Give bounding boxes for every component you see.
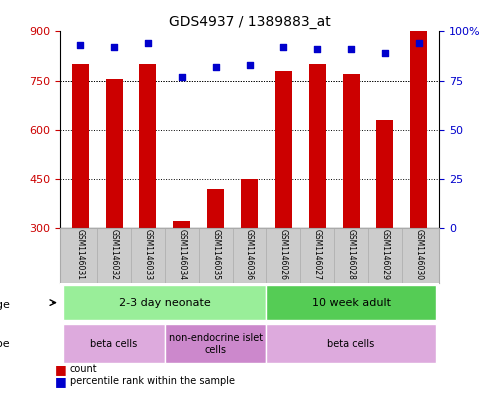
Point xyxy=(76,42,84,48)
Text: non-endocrine islet
cells: non-endocrine islet cells xyxy=(169,333,262,354)
Text: count: count xyxy=(70,364,97,375)
Bar xyxy=(72,64,89,326)
Point xyxy=(212,64,220,70)
Text: GSM1146031: GSM1146031 xyxy=(76,229,85,280)
Text: GSM1146033: GSM1146033 xyxy=(143,229,152,280)
Point xyxy=(415,40,423,46)
Bar xyxy=(376,120,393,326)
Text: percentile rank within the sample: percentile rank within the sample xyxy=(70,376,235,386)
Text: GSM1146027: GSM1146027 xyxy=(313,229,322,280)
Text: GSM1146028: GSM1146028 xyxy=(347,229,356,280)
Bar xyxy=(309,64,326,326)
Text: 2-3 day neonate: 2-3 day neonate xyxy=(119,298,211,308)
Text: GSM1146035: GSM1146035 xyxy=(211,229,220,280)
Point xyxy=(381,50,389,56)
FancyBboxPatch shape xyxy=(63,285,266,320)
Title: GDS4937 / 1389883_at: GDS4937 / 1389883_at xyxy=(169,15,330,29)
Point xyxy=(178,73,186,80)
Text: 10 week adult: 10 week adult xyxy=(311,298,391,308)
Bar xyxy=(410,31,427,326)
FancyBboxPatch shape xyxy=(266,325,436,363)
Text: GSM1146029: GSM1146029 xyxy=(380,229,389,280)
Point xyxy=(144,40,152,46)
Point xyxy=(347,46,355,52)
Point xyxy=(246,62,253,68)
Bar xyxy=(343,74,360,326)
Bar xyxy=(241,180,258,326)
Text: GSM1146032: GSM1146032 xyxy=(110,229,119,280)
Text: ■: ■ xyxy=(55,363,67,376)
Text: GSM1146030: GSM1146030 xyxy=(414,229,423,280)
Bar xyxy=(207,189,224,326)
Text: GSM1146026: GSM1146026 xyxy=(279,229,288,280)
Text: ■: ■ xyxy=(55,375,67,388)
Text: GSM1146034: GSM1146034 xyxy=(177,229,186,280)
Text: age: age xyxy=(0,299,10,310)
FancyBboxPatch shape xyxy=(63,325,165,363)
Bar xyxy=(139,64,156,326)
Bar xyxy=(173,221,190,326)
FancyBboxPatch shape xyxy=(266,285,436,320)
Text: beta cells: beta cells xyxy=(90,339,138,349)
FancyBboxPatch shape xyxy=(165,325,266,363)
Text: GSM1146036: GSM1146036 xyxy=(245,229,254,280)
Text: cell type: cell type xyxy=(0,339,10,349)
Point xyxy=(313,46,321,52)
Bar xyxy=(275,71,292,326)
Point xyxy=(279,44,287,50)
Point xyxy=(110,44,118,50)
Bar xyxy=(106,79,123,326)
Text: beta cells: beta cells xyxy=(327,339,375,349)
